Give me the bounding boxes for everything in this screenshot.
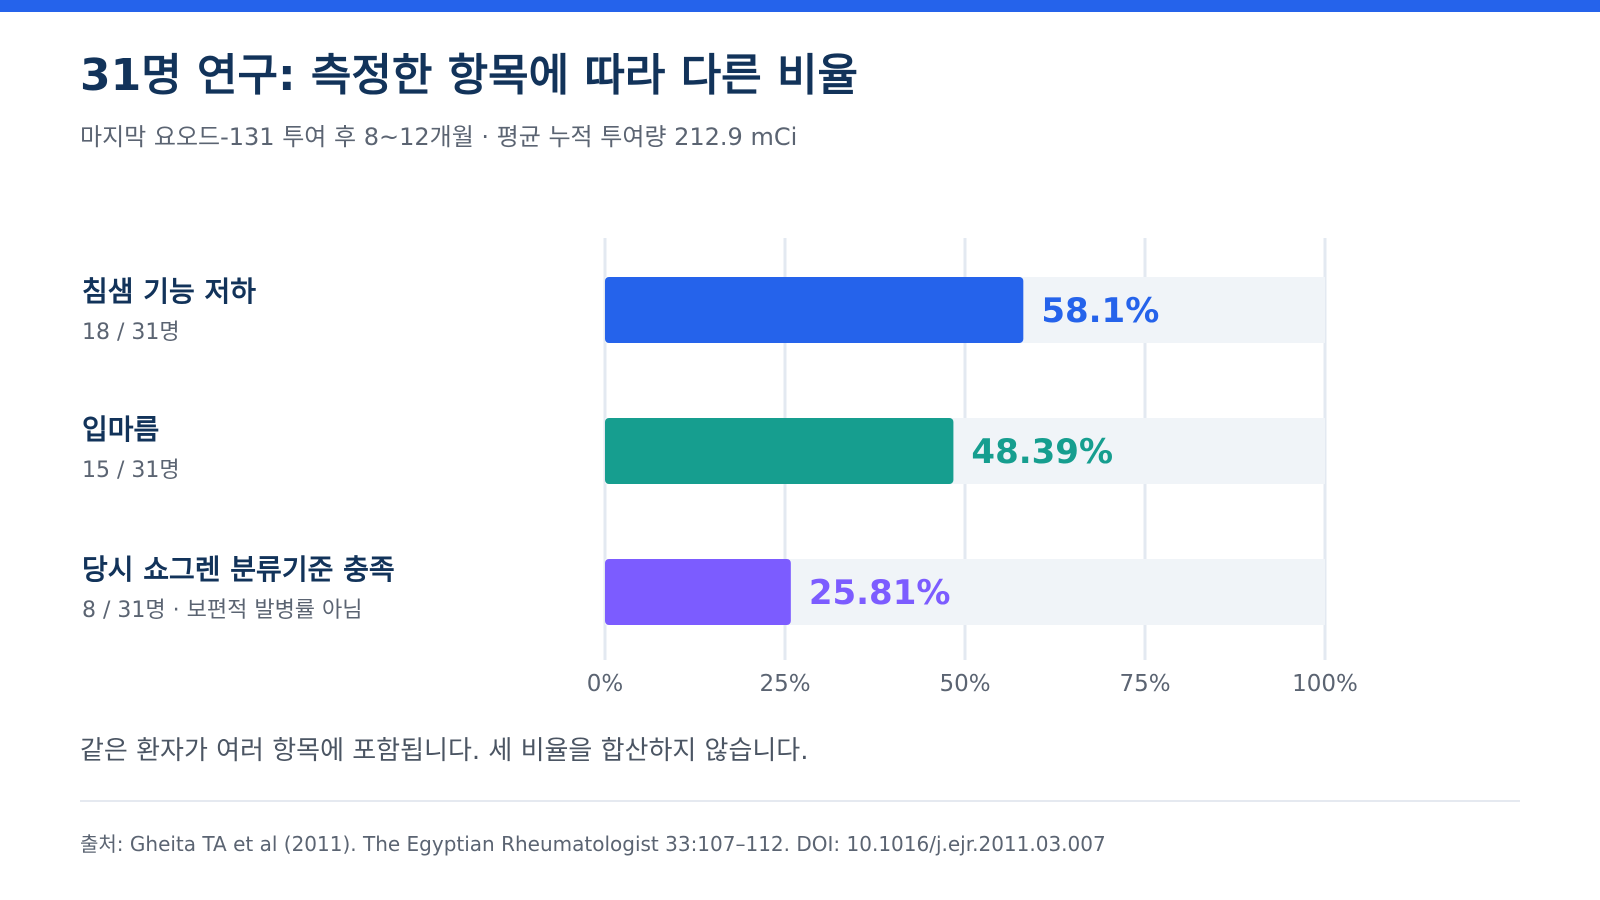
row-label-sjogren: 당시 쇼그렌 분류기준 충족	[82, 553, 395, 586]
page-subtitle: 마지막 요오드-131 투여 후 8~12개월 · 평균 누적 투여량 212.…	[80, 123, 798, 151]
bar-value-label-0: 58.1%	[1041, 291, 1159, 331]
bar-2	[605, 559, 791, 625]
footer-divider	[80, 800, 1520, 802]
bar-1	[605, 418, 954, 484]
row-detail-dry-mouth: 15 / 31명	[82, 458, 180, 483]
x-tick-label-4: 100%	[1292, 671, 1358, 697]
row-detail-sjogren: 8 / 31명 · 보편적 발병률 아님	[82, 598, 363, 623]
top-accent-bar	[0, 0, 1600, 12]
bar-chart: 58.1% 48.39% 25.81% 0% 25% 50% 75% 100%	[587, 238, 1358, 697]
x-tick-label-3: 75%	[1119, 671, 1170, 697]
source-citation: 출처: Gheita TA et al (2011). The Egyptian…	[80, 832, 1106, 856]
x-tick-label-1: 25%	[759, 671, 810, 697]
x-tick-label-0: 0%	[587, 671, 624, 697]
row-label-salivary: 침샘 기능 저하	[82, 275, 257, 308]
x-tick-label-2: 50%	[939, 671, 990, 697]
chart-note: 같은 환자가 여러 항목에 포함됩니다. 세 비율을 합산하지 않습니다.	[80, 736, 809, 766]
bar-0	[605, 277, 1024, 343]
bar-value-label-2: 25.81%	[809, 573, 951, 613]
bar-value-label-1: 48.39%	[971, 432, 1113, 472]
row-label-dry-mouth: 입마름	[82, 413, 160, 446]
row-detail-salivary: 18 / 31명	[82, 320, 180, 345]
page-title: 31명 연구: 측정한 항목에 따라 다른 비율	[80, 50, 858, 101]
